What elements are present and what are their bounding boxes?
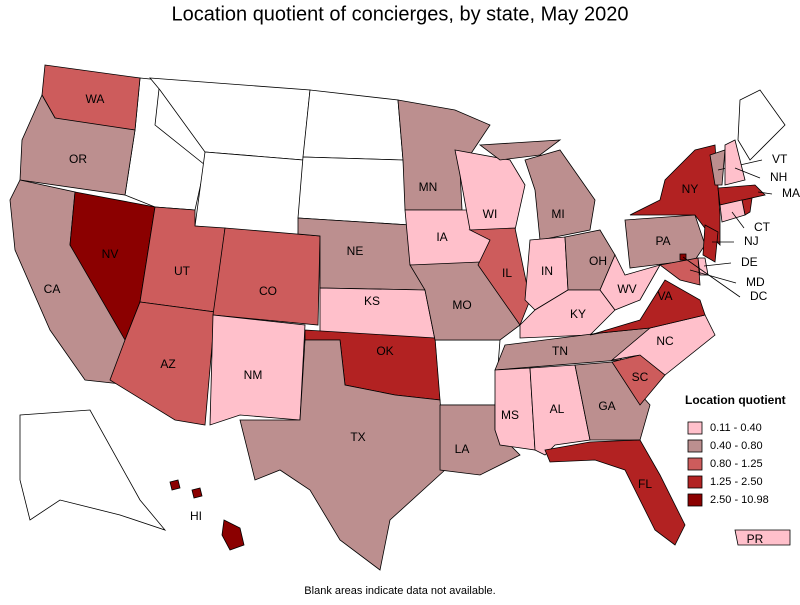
- leader-line: [757, 191, 773, 195]
- state-label: OK: [376, 344, 393, 358]
- state-label: NC: [656, 334, 674, 348]
- state-label: SC: [632, 370, 649, 384]
- state-label: OH: [589, 254, 607, 268]
- state-label: TN: [552, 344, 568, 358]
- legend-swatch: [687, 475, 703, 489]
- leader-line: [682, 256, 741, 298]
- state-label: PR: [747, 532, 764, 546]
- state-blank: [434, 339, 501, 406]
- state-blank: [302, 89, 404, 161]
- state-label: MN: [419, 180, 438, 194]
- leader-line: [731, 211, 745, 229]
- state-label: FL: [638, 477, 652, 491]
- states: WA OR CA NV UT AZ CO NM NE KS OK TX MN IA MO LA WI IL MI IN…: [9, 64, 800, 571]
- legend: Location quotient 0.11 - 0.40 0.40 - 0.80…: [685, 393, 786, 507]
- state-label: UT: [174, 264, 191, 278]
- state-label: MI: [551, 207, 564, 221]
- state: [717, 184, 766, 206]
- state: [702, 224, 719, 263]
- leader-line: [689, 269, 737, 284]
- state-label: MD: [746, 275, 765, 289]
- state-label: WI: [483, 207, 498, 221]
- state: [724, 139, 746, 186]
- legend-swatch: [687, 439, 703, 453]
- state-label: DC: [750, 289, 768, 303]
- state-label: OR: [69, 152, 87, 166]
- legend-swatch: [687, 457, 703, 471]
- state-label: IA: [436, 230, 447, 244]
- state-blank: [19, 409, 167, 531]
- state-label: VT: [772, 152, 788, 166]
- state-blank: [194, 151, 304, 237]
- state-label: AZ: [160, 357, 175, 371]
- state-label: WA: [86, 92, 105, 106]
- state-label: DE: [741, 255, 758, 269]
- state-label: NJ: [744, 234, 759, 248]
- state-blank: [297, 156, 411, 226]
- leader-line: [734, 167, 761, 179]
- legend-label: 0.80 - 1.25: [710, 458, 763, 470]
- leader-line: [703, 262, 732, 267]
- state-label: NM: [244, 368, 263, 382]
- legend-label: 2.50 - 10.98: [710, 494, 769, 506]
- state-label: MO: [452, 298, 471, 312]
- state-label: KY: [570, 307, 586, 321]
- state-label: GA: [598, 399, 615, 413]
- legend-label: 1.25 - 2.50: [710, 476, 763, 488]
- state-label: NH: [770, 170, 787, 184]
- state-label: CA: [44, 282, 61, 296]
- state-label: LA: [455, 442, 470, 456]
- state-label: VA: [657, 289, 672, 303]
- state: [544, 439, 686, 546]
- state: [19, 94, 136, 196]
- state-label: MS: [501, 408, 519, 422]
- legend-title: Location quotient: [685, 393, 786, 407]
- state: [209, 314, 306, 426]
- state-label: NY: [682, 182, 699, 196]
- state-label: CO: [259, 284, 277, 298]
- state-label: TX: [350, 430, 365, 444]
- state: [212, 227, 321, 326]
- state: [169, 479, 245, 551]
- legend-label: 0.40 - 0.80: [710, 440, 763, 452]
- legend-swatch: [687, 493, 703, 507]
- map-title: Location quotient of concierges, by stat…: [172, 3, 629, 25]
- state-label: PA: [655, 234, 670, 248]
- state-label: NE: [347, 244, 364, 258]
- state: [719, 199, 746, 223]
- state: [709, 149, 726, 186]
- blank-states: [19, 77, 786, 531]
- state-label: MA: [782, 186, 800, 200]
- state: [239, 339, 446, 571]
- state: [734, 529, 791, 546]
- state: [574, 361, 651, 441]
- state-label: AL: [550, 402, 565, 416]
- state-label: HI: [190, 509, 202, 523]
- state-label: IN: [541, 264, 553, 278]
- state-label: NV: [102, 247, 119, 261]
- state: [589, 279, 706, 336]
- state-label: KS: [364, 294, 380, 308]
- state: [478, 139, 596, 241]
- state-label: CT: [754, 220, 771, 234]
- footnote: Blank areas indicate data not available.: [304, 585, 495, 597]
- legend-label: 0.11 - 0.40: [710, 422, 762, 434]
- state-label: IL: [502, 266, 512, 280]
- state-label: WV: [617, 282, 636, 296]
- state-blank: [737, 89, 786, 161]
- legend-swatch: [687, 421, 703, 435]
- state: [397, 99, 491, 211]
